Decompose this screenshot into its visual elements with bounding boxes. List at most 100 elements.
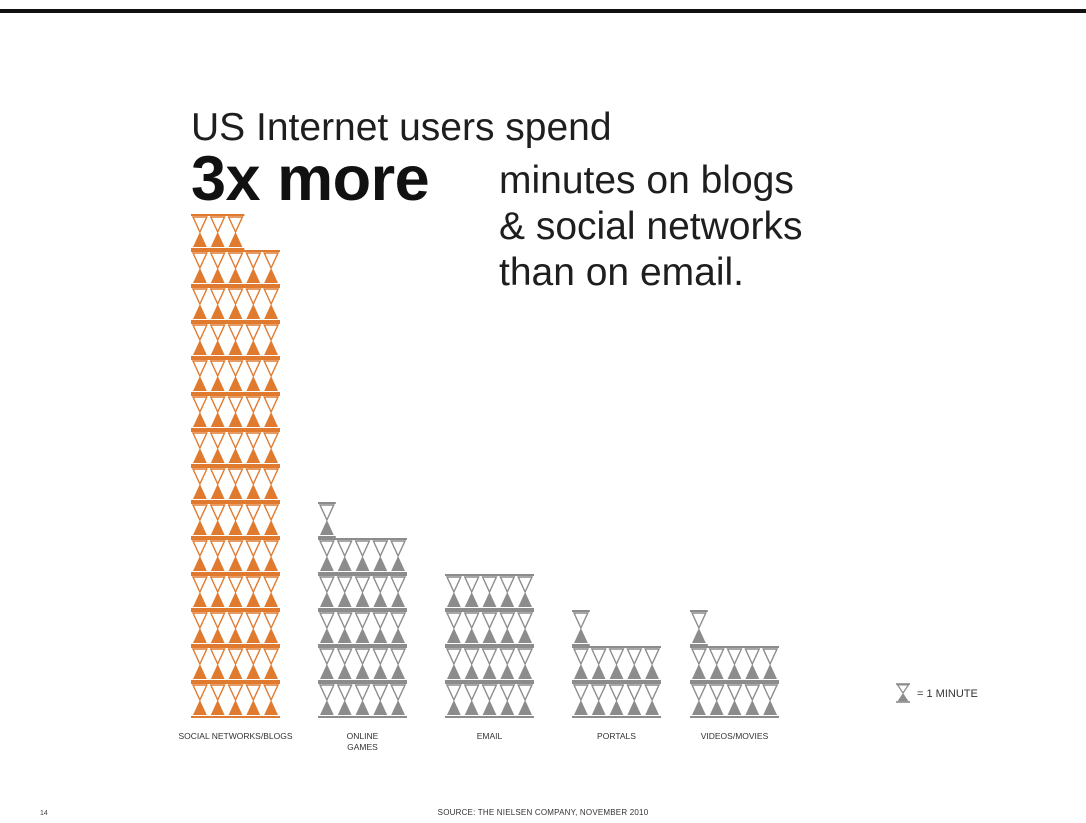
hourglass-bottom xyxy=(264,556,278,571)
hourglass-top xyxy=(608,684,625,702)
hourglass-bottom xyxy=(482,700,497,715)
hourglass-top xyxy=(572,648,589,666)
hourglass-top xyxy=(318,612,335,630)
hourglass-top xyxy=(590,684,607,702)
hourglass-top xyxy=(245,360,262,378)
hourglass-bottom xyxy=(355,628,370,643)
hourglass-bottom xyxy=(210,520,225,535)
hourglass-bottom xyxy=(246,340,261,355)
hourglass-top xyxy=(209,216,226,234)
hourglass-bottom xyxy=(391,664,405,679)
hourglass-icon xyxy=(481,648,498,679)
hourglass-top xyxy=(263,396,280,414)
hourglass-bottom xyxy=(264,268,278,283)
hourglass-top xyxy=(336,648,353,666)
hourglass-icon xyxy=(318,504,335,535)
hourglass-bottom xyxy=(591,664,606,679)
headline-rest-line: than on email. xyxy=(499,251,744,294)
hourglass-bottom xyxy=(193,412,207,427)
hourglass-top xyxy=(227,504,244,522)
hourglass-icon xyxy=(245,288,262,319)
hourglass-icon xyxy=(245,684,262,715)
hourglass-top xyxy=(499,648,516,666)
hourglass-bottom xyxy=(373,556,388,571)
hourglass-icon xyxy=(762,648,779,679)
hourglass-top xyxy=(372,684,389,702)
hourglass-top xyxy=(227,360,244,378)
hourglass-icon xyxy=(762,684,779,715)
hourglass-bottom xyxy=(210,268,225,283)
hourglass-icon xyxy=(209,288,226,319)
hourglass-icon xyxy=(209,684,226,715)
hourglass-bottom xyxy=(228,664,243,679)
hourglass-icon xyxy=(245,576,262,607)
hourglass-icon xyxy=(445,684,462,715)
hourglass-top xyxy=(762,648,779,666)
hourglass-top xyxy=(209,396,226,414)
hourglass-bottom xyxy=(518,628,532,643)
hourglass-icon xyxy=(227,252,244,283)
hourglass-top xyxy=(354,648,371,666)
hourglass-top xyxy=(690,612,707,630)
hourglass-bottom xyxy=(228,700,243,715)
hourglass-top xyxy=(390,540,407,558)
hourglass-top xyxy=(245,324,262,342)
hourglass-bottom xyxy=(193,448,207,463)
hourglass-bottom xyxy=(373,664,388,679)
hourglass-top xyxy=(572,612,589,630)
hourglass-top xyxy=(191,468,208,486)
hourglass-icon xyxy=(209,576,226,607)
hourglass-top xyxy=(209,648,226,666)
hourglass-bottom xyxy=(228,232,243,247)
hourglass-top xyxy=(372,576,389,594)
hourglass-bottom xyxy=(337,664,352,679)
category-label: PORTALS xyxy=(597,731,636,741)
hourglass-bottom xyxy=(518,700,532,715)
hourglass-bottom xyxy=(228,412,243,427)
hourglass-bottom xyxy=(246,700,261,715)
hourglass-icon xyxy=(690,684,707,715)
hourglass-bottom xyxy=(500,664,515,679)
hourglass-top xyxy=(445,576,462,594)
hourglass-icon xyxy=(263,576,280,607)
hourglass-icon xyxy=(318,648,335,679)
hourglass-icon xyxy=(354,576,371,607)
hourglass-icon xyxy=(354,684,371,715)
hourglass-top xyxy=(390,612,407,630)
hourglass-bottom xyxy=(373,592,388,607)
hourglass-top xyxy=(644,648,661,666)
hourglass-bottom xyxy=(574,664,588,679)
hourglass-top xyxy=(690,684,707,702)
headline-rest: minutes on blogs & social networks than … xyxy=(499,158,802,296)
hourglass-icon xyxy=(726,648,743,679)
hourglass-icon xyxy=(209,504,226,535)
hourglass-icon xyxy=(263,504,280,535)
hourglass-top xyxy=(336,576,353,594)
hourglass-bottom xyxy=(246,304,261,319)
hourglass-top xyxy=(191,396,208,414)
hourglass-bottom xyxy=(193,700,207,715)
hourglass-bottom xyxy=(500,628,515,643)
hourglass-icon xyxy=(372,540,389,571)
hourglass-icon xyxy=(191,576,208,607)
hourglass-bottom xyxy=(246,592,261,607)
hourglass-top xyxy=(445,684,462,702)
hourglass-top xyxy=(191,504,208,522)
hourglass-icon xyxy=(209,216,226,247)
hourglass-icon xyxy=(191,504,208,535)
hourglass-icon xyxy=(744,684,761,715)
hourglass-top xyxy=(209,576,226,594)
hourglass-icon xyxy=(463,684,480,715)
hourglass-bottom xyxy=(447,664,461,679)
hourglass-top xyxy=(744,684,761,702)
hourglass-top xyxy=(708,648,725,666)
hourglass-bottom xyxy=(447,592,461,607)
hourglass-bottom xyxy=(193,628,207,643)
hourglass-bottom xyxy=(391,700,405,715)
hourglass-bottom xyxy=(482,664,497,679)
hourglass-bottom xyxy=(591,700,606,715)
hourglass-icon xyxy=(191,324,208,355)
hourglass-icon xyxy=(227,360,244,391)
hourglass-top xyxy=(263,648,280,666)
hourglass-icon xyxy=(209,648,226,679)
